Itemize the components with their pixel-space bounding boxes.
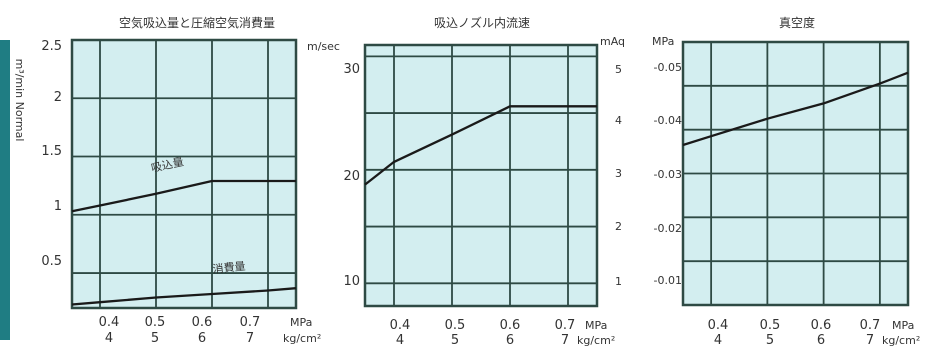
chart-1-xunit: MPa: [290, 316, 312, 329]
chart-3-ytick: -0.01: [654, 274, 682, 287]
chart-2-ylabel: m/sec: [307, 40, 340, 53]
chart-1-ytick: 1: [54, 199, 62, 214]
chart-1-xtick: 0.7: [240, 315, 261, 330]
chart-1-ytick: 0.5: [41, 254, 62, 269]
chart-1-xtick: 0.4: [99, 315, 120, 330]
chart-2-y2tick: 4: [615, 114, 622, 127]
chart-3-xtick: 0.4: [708, 318, 729, 333]
chart-2-xtick-kg: 7: [561, 333, 569, 347]
chart-3-xunit-kg: kg/cm²: [882, 334, 920, 347]
chart-panel-3: 真空度 MPa -0.01 -0.02 -0.03 -0.04 -0.05 0.…: [652, 15, 920, 347]
chart-1-ytick: 2.5: [41, 39, 62, 54]
chart-2-xunit-kg: kg/cm²: [577, 334, 615, 347]
chart-2-xtick-kg: 4: [396, 333, 404, 347]
chart-3-xtick-kg: 7: [866, 333, 874, 347]
chart-1-xtick-kg: 6: [198, 331, 206, 346]
chart-3-ylabel: MPa: [652, 35, 674, 48]
chart-3-ytick: -0.05: [654, 61, 682, 74]
chart-2-xtick-kg: 6: [506, 333, 514, 347]
chart-1-xtick: 0.5: [145, 315, 166, 330]
chart-3-ytick: -0.02: [654, 222, 682, 235]
chart-2-y2tick: 2: [615, 220, 622, 233]
chart-2-y2tick: 5: [615, 63, 622, 76]
chart-3-title: 真空度: [779, 15, 815, 30]
chart-2-xtick: 0.7: [555, 318, 576, 333]
chart-2-y2tick: 3: [615, 167, 622, 180]
chart-2-ytick: 20: [343, 169, 360, 184]
chart-2-xtick: 0.4: [390, 318, 411, 333]
chart-2-ytick: 10: [343, 274, 360, 289]
chart-1-plot-area: [72, 40, 296, 308]
chart-1-ytick: 1.5: [41, 144, 62, 159]
chart-1-ytick: 2: [54, 90, 62, 105]
chart-3-xtick: 0.6: [811, 318, 832, 333]
chart-2-xtick: 0.5: [445, 318, 466, 333]
chart-2-y2label: mAq: [600, 35, 625, 48]
chart-3-xunit: MPa: [892, 319, 914, 332]
chart-1-xtick-kg: 4: [105, 331, 113, 346]
chart-1-title: 空気吸込量と圧縮空気消費量: [119, 15, 275, 30]
chart-3-xtick: 0.7: [860, 318, 881, 333]
chart-2-xtick: 0.6: [500, 318, 521, 333]
chart-2-xtick-kg: 5: [451, 333, 459, 347]
chart-1-xtick: 0.6: [192, 315, 213, 330]
chart-1-xunit-kg: kg/cm²: [283, 332, 321, 345]
chart-3-xtick-kg: 4: [714, 333, 722, 347]
chart-2-y2tick: 1: [615, 275, 622, 288]
chart-3-xtick: 0.5: [760, 318, 781, 333]
chart-3-xtick-kg: 6: [817, 333, 825, 347]
chart-1-xtick-kg: 5: [151, 331, 159, 346]
chart-3-ytick: -0.03: [654, 168, 682, 181]
chart-1-xtick-kg: 7: [246, 331, 254, 346]
chart-panel-1: 空気吸込量と圧縮空気消費量 m³/min Normal 2.5 2 1.5 1 …: [13, 15, 321, 346]
chart-2-plot-area: [365, 45, 597, 306]
chart-2-xunit: MPa: [585, 319, 607, 332]
chart-panel-2: 吸込ノズル内流速 m/sec mAq 30 20 10 1 2 3 4 5 0.…: [307, 15, 625, 347]
chart-3-xtick-kg: 5: [766, 333, 774, 347]
chart-1-ylabel: m³/min Normal: [13, 59, 26, 142]
chart-2-title: 吸込ノズル内流速: [434, 15, 530, 30]
chart-2-ytick: 30: [343, 62, 360, 77]
chart-3-ytick: -0.04: [654, 114, 682, 127]
